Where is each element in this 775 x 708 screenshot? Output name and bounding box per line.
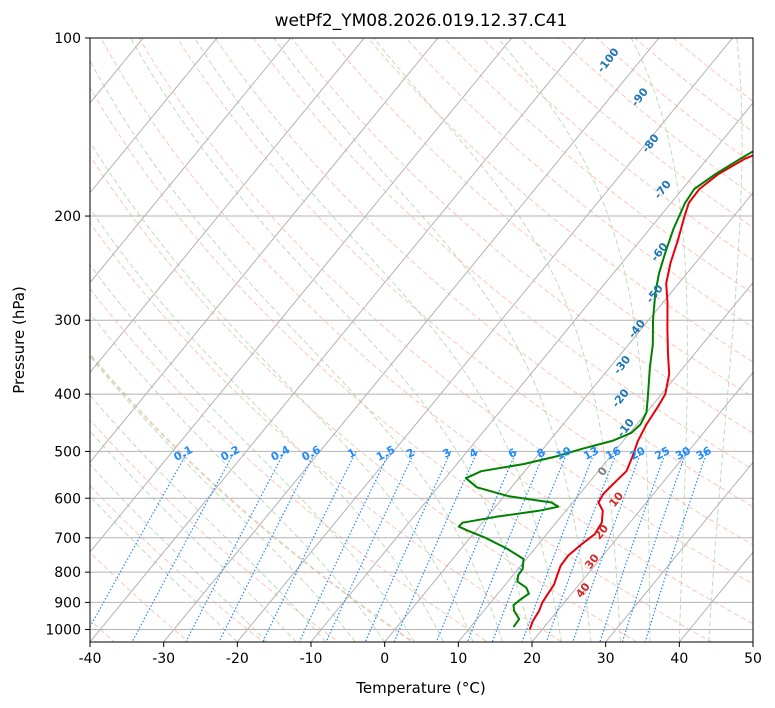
mixing-ratio-line [599,451,667,642]
dry-adiabat-line [90,551,190,642]
y-tick-label: 600 [54,491,81,507]
isobar-lines [90,38,753,630]
x-tick-label: 40 [670,651,688,667]
mixing-ratio-label: 13 [581,444,601,463]
plot-frame [89,37,754,643]
x-tick-label: -30 [152,651,175,667]
moist-adiabat-line [90,495,238,642]
profile-series [457,150,753,630]
moist-adiabat-line [194,38,562,642]
mixing-ratio-label: 36 [694,444,714,463]
mixing-ratio-line [466,451,546,642]
x-tick-label: 20 [523,651,541,667]
mixing-ratio-line [521,451,596,642]
mixing-ratio-line [491,451,569,642]
mixing-ratio-line [545,451,618,642]
x-tick-label: -40 [79,651,102,667]
dry-adiabat-line [443,38,753,295]
isotherm-line [90,38,292,284]
y-tick-label: 800 [54,565,81,581]
dry-adiabat-line [290,38,753,434]
moist-adiabat-line [90,430,297,642]
temperature-profile-line [528,154,753,630]
mixing-ratio-line [644,451,708,642]
mixing-ratio-label: 25 [653,444,673,463]
dry-adiabat-line [90,87,713,642]
y-axis: 100 200 300 400 500 600 700 800 900 1000 [45,31,90,638]
y-tick-label: 1000 [45,622,81,638]
y-axis-label: Pressure (hPa) [10,286,28,394]
isotherm-line [605,461,753,642]
isotherm-line [90,38,439,464]
moist-adiabat-line [90,59,503,642]
isotherm-line [90,38,218,194]
isotherm-line [457,281,753,642]
dry-adiabats [90,38,753,642]
y-tick-label: 400 [54,387,81,403]
mixing-ratio-line [621,451,687,642]
y-tick-label: 700 [54,531,81,547]
dewpoint-profile-line [457,150,753,628]
dry-adiabat-line [100,38,753,625]
mixing-ratio-label: 30 [673,444,693,463]
isotherm-line [384,191,753,642]
dry-adiabat-line [176,38,753,546]
moist-adiabat-line [497,38,651,642]
moist-adiabat-line [90,263,415,642]
moist-adiabat-line [90,355,356,642]
x-tick-label: 10 [449,651,467,667]
dry-adiabat-line [138,38,753,585]
isotherm-line [310,102,753,642]
x-tick-label: -20 [226,651,249,667]
mixing-ratio-line [298,451,391,642]
x-tick-label: 50 [744,651,762,667]
moist-adiabat-line [90,394,327,642]
mixing-ratio-label: 16 [604,444,624,463]
isotherm-line [90,38,365,374]
dry-adiabat-line [90,352,415,642]
mixing-ratio-line [90,451,189,629]
mixing-ratio-line [325,451,416,642]
x-tick-label: 0 [380,651,389,667]
dry-adiabat-line [252,38,753,471]
chart-title: wetPf2_YM08.2026.019.12.37.C41 [275,11,568,31]
isotherm-line [90,38,513,553]
dry-adiabat-line [90,287,489,642]
y-tick-label: 100 [54,31,81,47]
mixing-ratio-lines [90,451,708,642]
dry-adiabat-line [90,419,340,642]
y-tick-label: 200 [54,209,81,225]
y-tick-label: 500 [54,444,81,460]
moist-adiabat-line [708,38,743,642]
dry-adiabat-line [90,155,639,642]
isotherm-line [236,38,734,642]
isotherm-line [163,38,660,642]
mixing-ratio-line [131,451,236,642]
mixing-ratio-label: 20 [628,444,648,463]
x-axis: -40 -30 -20 -10 0 10 20 30 40 50 [79,642,762,667]
dry-adiabat-line [90,485,265,642]
y-tick-label: 900 [54,595,81,611]
mixing-ratio-label: 10 [554,444,574,463]
x-tick-label: 30 [597,651,615,667]
isotherm-line [531,371,753,642]
y-tick-label: 300 [54,313,81,329]
mixing-ratio-line [218,451,317,642]
moist-adiabats [90,38,743,642]
mixing-ratio-line [185,451,286,642]
moist-adiabat-line [90,463,268,642]
mixing-ratio-line [435,451,517,642]
isotherm-lines [90,38,753,642]
dry-adiabat-line [405,38,753,329]
x-tick-label: -10 [300,651,323,667]
moist-adiabat-line [90,312,386,642]
x-axis-label: Temperature (°C) [355,679,485,697]
dry-adiabat-line [214,38,753,508]
moist-adiabat-line [90,141,474,642]
isotherm-line [90,38,586,642]
mixing-ratio-line [572,451,642,642]
moist-adiabat-line [273,38,592,642]
